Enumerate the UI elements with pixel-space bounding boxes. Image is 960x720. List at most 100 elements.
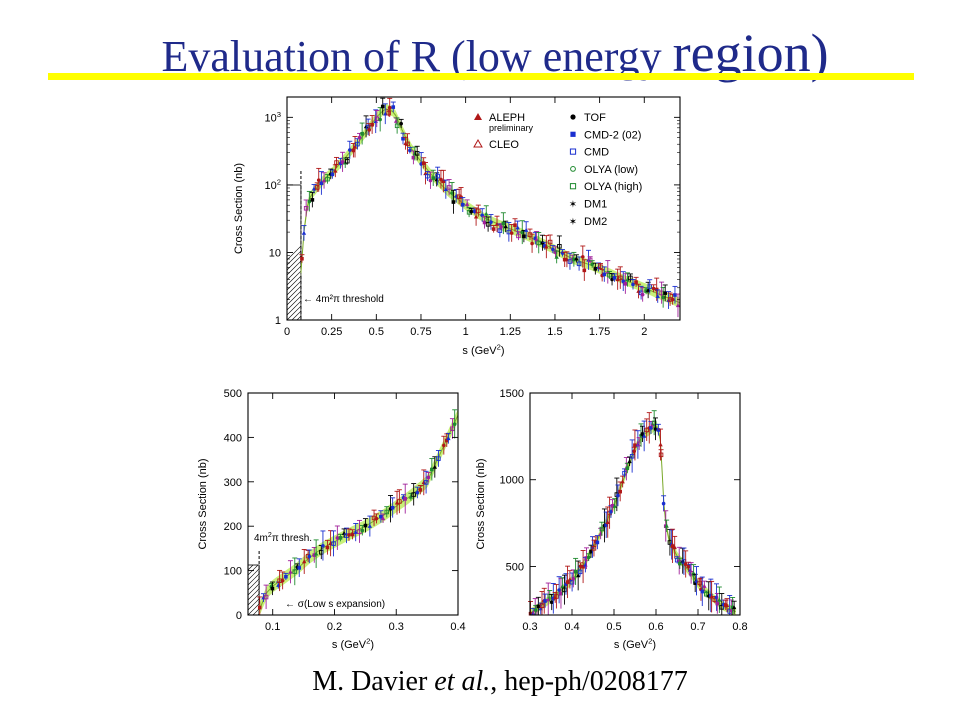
data-point: [335, 536, 340, 540]
threshold-annotation: ← 4m²π threshold: [303, 294, 384, 305]
x-tick-label: 0.5: [369, 326, 384, 338]
data-point: [444, 438, 449, 443]
y-tick-label: 102: [264, 177, 281, 191]
threshold-hatch: [286, 295, 302, 311]
legend-left-entry: preliminary: [489, 123, 534, 133]
threshold-hatch: [286, 245, 302, 261]
data-point: [464, 201, 470, 206]
slide-title: Evaluation of R (low energy region): [0, 22, 960, 84]
data-point: [551, 596, 556, 601]
data-point: [436, 456, 441, 461]
data-point: [426, 475, 431, 480]
data-point: [724, 603, 730, 608]
data-point: [270, 586, 275, 591]
x-tick-label: 0.4: [564, 621, 579, 633]
data-point: [357, 135, 362, 140]
threshold-hatch: [286, 290, 302, 306]
data-point: [390, 505, 395, 510]
data-point: [288, 569, 293, 574]
data-point: [731, 605, 737, 610]
data-point: [549, 600, 554, 605]
x-tick-label: 0.3: [389, 621, 404, 633]
data-point: [709, 593, 713, 598]
data-point: [610, 503, 615, 508]
data-point: [572, 257, 576, 262]
threshold-hatch: [286, 285, 302, 301]
x-tick-label: 0.7: [690, 621, 705, 633]
legend-label: CMD-2 (02): [584, 129, 641, 141]
data-point: [562, 257, 567, 262]
data-point: [421, 480, 426, 485]
legend-left-entry: CLEO: [473, 138, 519, 151]
threshold-hatch: [247, 593, 260, 606]
data-point: [661, 501, 666, 506]
data-point: [554, 594, 559, 599]
data-point: [313, 551, 319, 556]
data-point: [640, 432, 645, 436]
data-point: [384, 509, 390, 515]
citation-etal: et al.: [434, 666, 491, 697]
data-point: [360, 528, 365, 533]
x-axis-label: s (GeV2): [614, 637, 656, 651]
data-point: [543, 599, 547, 603]
data-point: [651, 420, 657, 426]
threshold-hatch: [247, 578, 260, 591]
data-point: [383, 111, 388, 116]
y-tick-label: 10: [269, 247, 281, 259]
data-point: [347, 148, 352, 152]
data-point: [644, 289, 648, 293]
data-point: [284, 574, 288, 579]
data-point: [450, 191, 454, 195]
threshold-hatch: [247, 588, 260, 601]
data-point: [547, 239, 553, 245]
x-tick-label: 1.5: [547, 326, 562, 338]
x-axis-label: s (GeV2): [332, 637, 374, 651]
data-point: [367, 523, 373, 528]
data-point: [307, 199, 312, 204]
data-point: [411, 155, 416, 160]
legend-label: OLYA (high): [584, 181, 642, 193]
data-point: [629, 454, 635, 459]
data-point: [577, 569, 583, 575]
data-point: [618, 275, 623, 281]
data-point: [640, 292, 645, 297]
legend-right-entry: ✶ DM2: [569, 216, 607, 228]
x-tick-label: 0.8: [732, 621, 747, 633]
data-point: [428, 178, 433, 183]
data-point: [469, 209, 474, 214]
data-point: [559, 591, 563, 596]
legend-label: preliminary: [489, 123, 534, 133]
data-point: [663, 291, 667, 295]
data-point: [415, 490, 420, 495]
data-point: [704, 591, 709, 597]
data-point: [363, 523, 368, 528]
data-point: [345, 158, 350, 164]
data-point: [717, 597, 722, 602]
x-tick-label: 2: [641, 326, 647, 338]
data-point: [340, 160, 345, 164]
y-tick-label: 400: [224, 432, 242, 444]
data-point: [360, 131, 364, 136]
data-point: [443, 187, 449, 192]
data-point: [522, 234, 526, 239]
data-point: [303, 206, 309, 211]
fit-band: [259, 409, 458, 615]
data-point: [609, 510, 613, 514]
threshold-annotation: 4m2π thresh.: [254, 532, 312, 544]
data-point: [378, 117, 382, 122]
data-point: [616, 493, 620, 498]
data-point: [380, 516, 386, 521]
y-tick-label: 0: [236, 610, 242, 622]
data-point: [658, 442, 663, 447]
data-point: [370, 122, 374, 127]
data-point: [350, 532, 355, 537]
data-point: [509, 231, 514, 235]
data-point: [604, 523, 609, 527]
legend-right-entry: TOF: [570, 112, 606, 124]
data-point: [330, 172, 335, 177]
data-point: [307, 554, 312, 559]
y-tick-label: 300: [224, 477, 242, 489]
data-point: [539, 603, 545, 608]
